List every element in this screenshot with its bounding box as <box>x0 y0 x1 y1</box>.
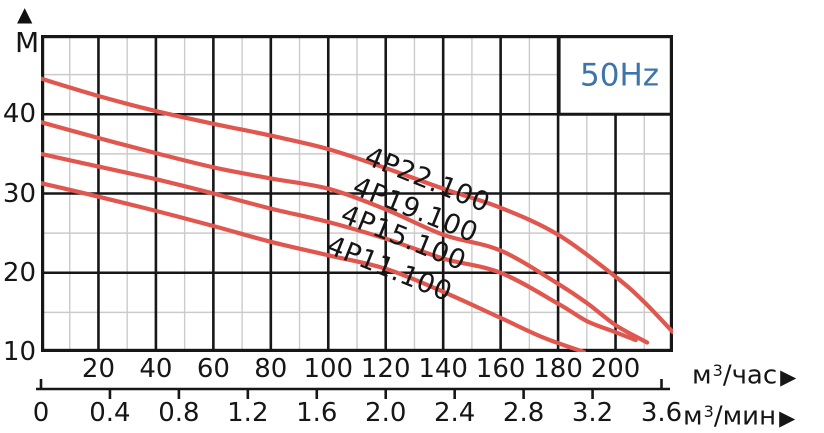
x-hour-tick-label: 40 <box>139 354 173 384</box>
frequency-badge-box <box>557 35 673 116</box>
x-hour-tick-label: 80 <box>254 354 288 384</box>
hour-unit-superscript: 3 <box>712 361 723 380</box>
plot-area: 50Hz <box>41 35 673 352</box>
y-axis-unit-label: M <box>15 26 40 59</box>
pump-curve-1 <box>41 120 650 345</box>
x-min-tick-label: 1.2 <box>227 398 269 428</box>
hour-unit-rest: /час <box>722 360 778 391</box>
x-min-tick-label: 2.8 <box>502 398 545 428</box>
x-hour-tick-label: 140 <box>418 354 468 384</box>
x-min-tick-label: 0 <box>32 398 50 428</box>
x-axis-min-unit: м3/мин ▶ <box>683 396 795 432</box>
x-hour-tick-label: 20 <box>81 354 115 384</box>
x-min-tick-label: 0.8 <box>158 398 200 428</box>
x-hour-tick-label: 60 <box>196 354 230 384</box>
x-min-tick-label: 3.6 <box>640 398 683 428</box>
x-axis-hour-unit: м3/час ▶ <box>692 355 796 391</box>
x-min-tick-label: 1.6 <box>296 398 338 428</box>
y-tick-label: 10 <box>2 337 36 367</box>
y-axis-up-arrow-icon: ▲ <box>17 2 33 26</box>
x-hour-tick-label: 160 <box>475 354 526 384</box>
x-min-tick-label: 0.4 <box>89 398 131 428</box>
x-axis-min-line <box>36 379 670 399</box>
min-unit-rest: /мин <box>713 401 777 432</box>
x-hour-tick-label: 100 <box>303 354 354 384</box>
pump-curve-3 <box>41 181 586 352</box>
hour-unit-base: м <box>692 360 712 391</box>
x-hour-tick-label: 180 <box>533 354 583 384</box>
pump-curve-2 <box>41 151 638 343</box>
y-tick-label: 20 <box>2 257 36 288</box>
x-min-tick-label: 2.4 <box>433 398 476 428</box>
min-axis-right-arrow-icon: ▶ <box>779 405 796 430</box>
pump-curve-0 <box>41 76 673 335</box>
min-unit-superscript: 3 <box>703 402 714 421</box>
hour-axis-right-arrow-icon: ▶ <box>780 364 797 389</box>
y-tick-label: 30 <box>2 178 36 209</box>
frequency-badge-label: 50Hz <box>580 58 659 94</box>
x-hour-tick-label: 200 <box>590 354 641 384</box>
x-min-tick-label: 3.2 <box>571 398 614 428</box>
min-unit-base: м <box>683 401 703 432</box>
x-hour-tick-label: 120 <box>360 354 411 384</box>
x-min-tick-label: 2.0 <box>365 398 407 428</box>
y-tick-label: 40 <box>2 99 36 130</box>
